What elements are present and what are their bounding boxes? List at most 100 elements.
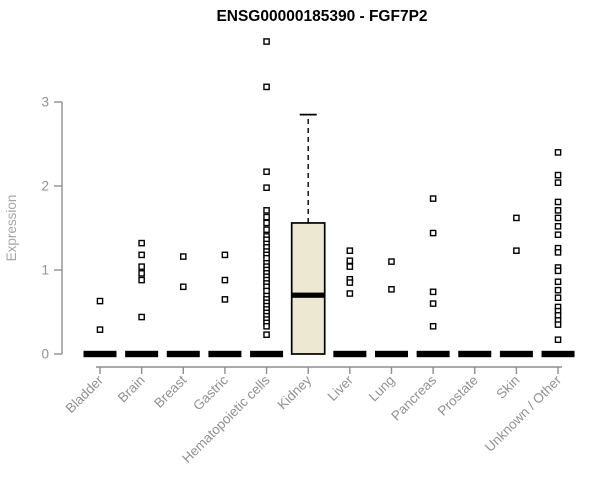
data-point [263, 38, 270, 45]
data-point [96, 326, 104, 333]
data-point [554, 294, 562, 302]
data-point [221, 296, 229, 303]
data-point [429, 195, 437, 202]
y-axis: 0 1 2 3 Expression [4, 95, 63, 362]
chart-title: ENSG00000185390 - FGF7P2 [216, 8, 427, 25]
data-point [263, 207, 270, 214]
data-point [554, 286, 562, 294]
data-point [554, 223, 562, 230]
data-point [138, 276, 145, 284]
data-point [138, 313, 145, 321]
data-points-breast [179, 253, 187, 291]
x-tick-label-lung: Lung [366, 373, 398, 405]
data-point [263, 83, 270, 91]
collapsed-box [458, 350, 492, 358]
data-points-lung [388, 258, 395, 293]
collapsed-box [333, 350, 367, 358]
boxplot-pancreas [416, 195, 450, 358]
data-point [388, 286, 395, 293]
plot-area [83, 38, 575, 358]
y-tick-label: 0 [41, 347, 49, 362]
data-points-bladder [96, 297, 104, 333]
data-point [263, 168, 270, 176]
data-point [138, 239, 145, 247]
data-point [554, 231, 562, 239]
collapsed-box [83, 350, 117, 358]
y-axis-label: Expression [4, 195, 19, 262]
y-tick-label: 1 [41, 263, 49, 278]
data-point [263, 226, 270, 233]
data-point [179, 283, 187, 291]
data-point [263, 184, 270, 191]
data-point [221, 276, 229, 284]
x-tick-label-pancreas: Pancreas [388, 372, 439, 423]
data-points-brain [138, 239, 145, 321]
data-point [263, 219, 270, 227]
collapsed-box [416, 350, 450, 358]
x-tick-label-prostate: Prostate [435, 373, 481, 419]
data-point [554, 267, 562, 275]
box [290, 222, 326, 355]
y-tick-label: 2 [41, 179, 49, 194]
collapsed-box [541, 350, 575, 358]
data-points-hematopoietic-cells [263, 38, 270, 338]
data-point [138, 270, 145, 277]
data-point [429, 322, 437, 330]
data-point [346, 257, 354, 265]
data-point [346, 290, 354, 297]
collapsed-box [208, 350, 242, 358]
y-tick-label: 3 [41, 95, 49, 110]
data-point [346, 279, 354, 286]
data-point [554, 149, 562, 156]
data-point [554, 336, 562, 344]
data-point [554, 278, 562, 286]
data-point [554, 214, 562, 222]
boxplot-skin [499, 214, 533, 358]
boxplot-lung [374, 258, 408, 358]
data-point [554, 198, 562, 206]
x-tick-label-breast: Breast [151, 372, 189, 410]
collapsed-box [250, 350, 284, 358]
boxplot-brain [125, 239, 159, 358]
boxplot-gastric [208, 251, 242, 358]
boxplot-prostate [458, 350, 492, 358]
data-points-gastric [221, 251, 229, 303]
data-point [221, 251, 229, 259]
data-point [263, 331, 270, 338]
boxplot-bladder [83, 297, 117, 358]
data-point [554, 207, 562, 214]
data-point [96, 297, 104, 305]
x-tick-label-gastric: Gastric [190, 372, 231, 413]
data-point [263, 213, 270, 221]
data-point [179, 253, 187, 260]
data-point [346, 247, 354, 254]
data-point [554, 179, 562, 186]
data-point [263, 322, 270, 330]
x-tick-label-kidney: Kidney [275, 372, 315, 412]
median-line [291, 292, 325, 298]
data-point [346, 263, 354, 270]
collapsed-box [374, 350, 408, 358]
boxplot-unknown-other [541, 149, 575, 358]
x-tick-label-liver: Liver [325, 372, 357, 404]
data-points-liver [346, 247, 354, 297]
data-points-skin [513, 214, 520, 254]
data-point [513, 247, 520, 254]
data-point [554, 171, 562, 179]
data-point [554, 249, 562, 256]
data-point [429, 300, 437, 307]
boxplot-breast [166, 253, 200, 358]
data-point [388, 258, 395, 265]
boxplot-kidney [290, 113, 326, 355]
data-points-unknown-other [554, 149, 562, 344]
data-point [429, 229, 437, 237]
x-tick-label-unknown-other: Unknown / Other [482, 372, 565, 455]
x-tick-label-bladder: Bladder [63, 372, 107, 416]
data-point [513, 214, 520, 222]
data-point [138, 251, 145, 259]
data-points-pancreas [429, 195, 437, 330]
data-point [138, 263, 145, 270]
collapsed-box [125, 350, 159, 358]
